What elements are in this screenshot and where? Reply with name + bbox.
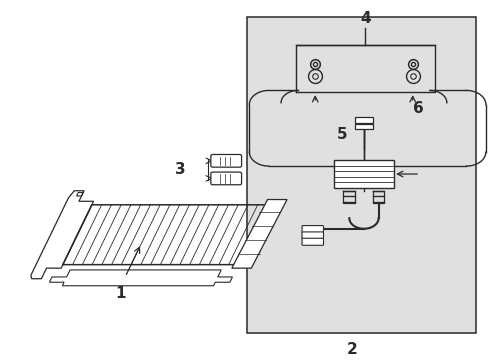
Text: 2: 2 — [346, 342, 356, 357]
FancyBboxPatch shape — [210, 172, 241, 185]
Text: 1: 1 — [115, 286, 125, 301]
Polygon shape — [231, 199, 286, 268]
FancyBboxPatch shape — [302, 232, 323, 239]
Text: 4: 4 — [359, 11, 370, 26]
FancyBboxPatch shape — [333, 160, 393, 188]
FancyBboxPatch shape — [302, 226, 323, 233]
FancyBboxPatch shape — [246, 17, 475, 333]
FancyBboxPatch shape — [354, 117, 372, 123]
FancyBboxPatch shape — [210, 154, 241, 167]
Text: 3: 3 — [175, 162, 185, 177]
Text: 5: 5 — [336, 127, 347, 142]
FancyBboxPatch shape — [302, 238, 323, 245]
Text: 6: 6 — [412, 100, 423, 116]
FancyBboxPatch shape — [354, 123, 372, 130]
